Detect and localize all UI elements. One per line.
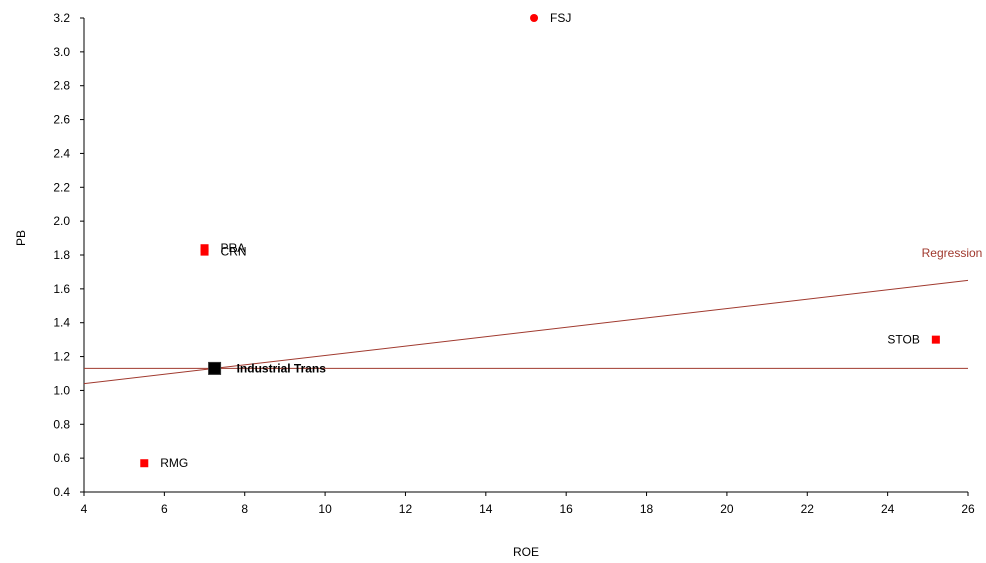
y-tick-label: 3.2 [53, 11, 70, 25]
y-tick-label: 1.4 [53, 316, 70, 330]
x-tick-label: 22 [801, 502, 815, 516]
y-tick-label: 2.2 [53, 180, 70, 194]
x-tick-label: 12 [399, 502, 413, 516]
point-rmg [140, 459, 149, 468]
axes: 0.4 0.6 0.8 1.0 1.2 1.4 1.6 1.8 2.0 2.2 2.4 2.6 2.8 3… [53, 11, 975, 516]
point-crn [200, 247, 209, 256]
y-tick-label: 2.0 [53, 214, 70, 228]
y-tick-label: 2.6 [53, 113, 70, 127]
x-tick-label: 4 [81, 502, 88, 516]
y-tick-label: 1.0 [53, 383, 70, 397]
y-tick-label: 0.8 [53, 417, 70, 431]
reference-lines [83, 279, 969, 385]
x-tick-label: 18 [640, 502, 654, 516]
label-rmg: RMG [160, 456, 188, 470]
y-tick-label: 1.2 [53, 350, 70, 364]
x-tick-label: 8 [241, 502, 248, 516]
point-industrial-trans [208, 361, 222, 375]
y-tick-label: 0.6 [53, 451, 70, 465]
x-tick-label: 20 [720, 502, 734, 516]
y-tick-label: 3.0 [53, 45, 70, 59]
x-tick-label: 16 [560, 502, 574, 516]
x-tick-label: 14 [479, 502, 493, 516]
label-pra: PRA [221, 241, 246, 255]
label-industrial-trans: Industrial Trans [237, 361, 327, 375]
y-tick-label: 0.4 [53, 485, 70, 499]
x-tick-label: 24 [881, 502, 895, 516]
y-tick-label: 1.8 [53, 248, 70, 262]
regression-line [83, 279, 969, 385]
y-tick-label: 1.6 [53, 282, 70, 296]
label-stob: STOB [887, 333, 919, 347]
y-tick-label: 2.8 [53, 79, 70, 93]
x-tick-label: 10 [318, 502, 332, 516]
label-fsj: FSJ [550, 11, 571, 25]
x-tick-label: 6 [161, 502, 168, 516]
point-fsj [530, 14, 539, 22]
x-tick-label: 26 [961, 502, 975, 516]
y-axis-title: PB [14, 230, 28, 246]
regression-annotation: Regression [922, 246, 983, 260]
data-points [140, 14, 940, 468]
point-stob [931, 335, 940, 344]
y-tick-label: 2.4 [53, 146, 70, 160]
label-crn: CRN [221, 245, 247, 259]
x-axis-title: ROE [513, 545, 539, 559]
